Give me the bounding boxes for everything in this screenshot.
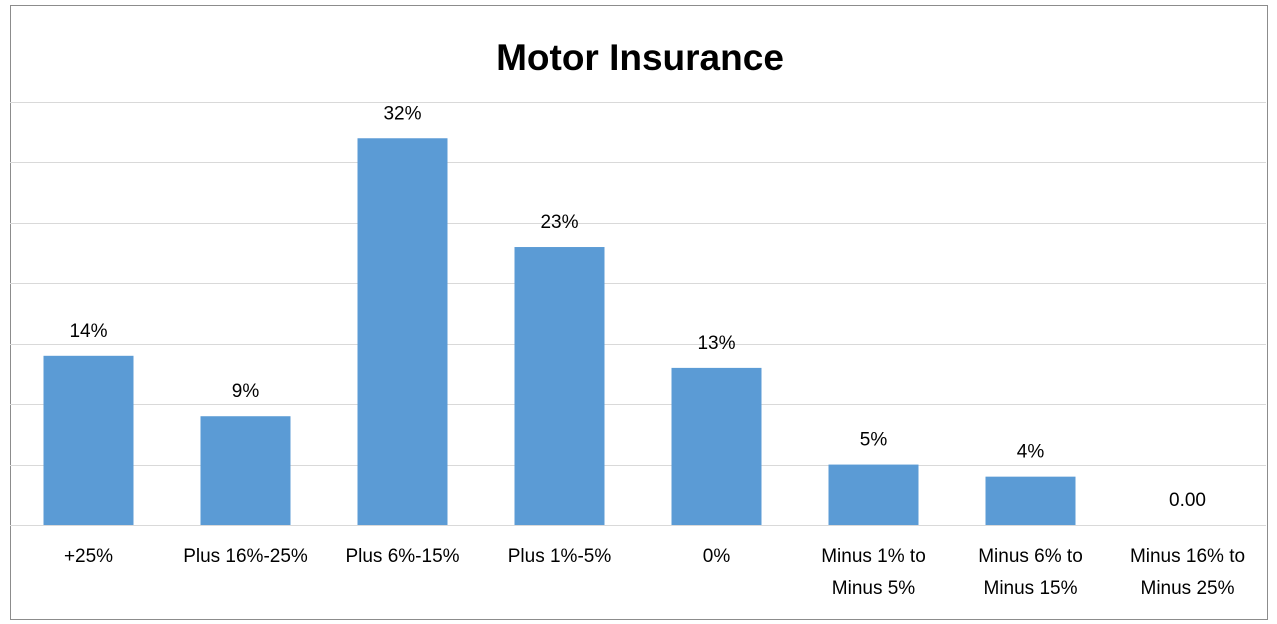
bar <box>671 367 762 525</box>
bar <box>985 476 1076 525</box>
data-label: 13% <box>697 333 735 354</box>
bar <box>43 355 134 525</box>
bar <box>357 138 448 525</box>
x-tick-label: 0% <box>702 546 731 567</box>
bar <box>200 416 291 525</box>
data-label: 0.00 <box>1169 490 1206 511</box>
bar <box>514 247 605 525</box>
x-tick-label: Plus 6%-15% <box>345 546 460 567</box>
chart-border <box>10 5 1268 620</box>
data-label: 5% <box>860 430 888 451</box>
x-tick-label: Plus 1%-5% <box>507 546 612 567</box>
x-tick-label: Minus 1% to Minus 5% <box>821 546 926 599</box>
data-label: 14% <box>69 321 107 342</box>
x-tick-label: +25% <box>63 546 114 567</box>
data-label: 32% <box>383 103 421 124</box>
data-label: 9% <box>232 381 260 402</box>
x-tick-label: Minus 16% to Minus 25% <box>1129 546 1246 599</box>
x-tick-label: Minus 6% to Minus 15% <box>978 546 1083 599</box>
bar <box>828 464 919 525</box>
data-label: 23% <box>540 212 578 233</box>
chart-title: Motor Insurance <box>496 37 784 78</box>
data-label: 4% <box>1017 442 1045 463</box>
x-tick-label: Plus 16%-25% <box>183 546 308 567</box>
